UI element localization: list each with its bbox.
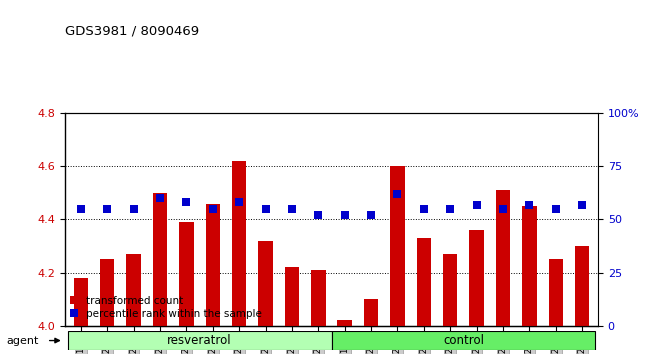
Bar [443, 254, 458, 326]
Text: resveratrol: resveratrol [167, 334, 232, 347]
Bar [73, 278, 88, 326]
Bar [232, 161, 246, 326]
Text: control: control [443, 334, 484, 347]
Point [551, 206, 561, 212]
Bar [311, 270, 326, 326]
Bar [337, 320, 352, 326]
Bar [100, 259, 114, 326]
Bar [575, 246, 590, 326]
Point [366, 212, 376, 218]
Point [339, 212, 350, 218]
Bar [549, 259, 563, 326]
Bar [390, 166, 405, 326]
Point [313, 212, 324, 218]
Bar [126, 254, 141, 326]
Bar [205, 204, 220, 326]
Text: GDS3981 / 8090469: GDS3981 / 8090469 [65, 25, 199, 38]
Bar [417, 238, 431, 326]
Bar [179, 222, 194, 326]
Point [577, 202, 588, 207]
Point [498, 206, 508, 212]
Bar [469, 230, 484, 326]
Point [471, 202, 482, 207]
Point [234, 200, 244, 205]
Point [287, 206, 297, 212]
FancyBboxPatch shape [68, 331, 332, 350]
Point [392, 191, 402, 197]
Bar [364, 299, 378, 326]
Point [181, 200, 192, 205]
Legend: transformed count, percentile rank within the sample: transformed count, percentile rank withi… [70, 296, 262, 319]
Point [524, 202, 534, 207]
Text: agent: agent [6, 336, 39, 346]
Bar [522, 206, 537, 326]
Point [419, 206, 429, 212]
Bar [153, 193, 167, 326]
Bar [285, 267, 299, 326]
Point [445, 206, 456, 212]
Bar [496, 190, 510, 326]
Point [129, 206, 139, 212]
Point [102, 206, 112, 212]
Point [155, 195, 165, 201]
Point [261, 206, 271, 212]
Point [75, 206, 86, 212]
Bar [258, 241, 273, 326]
FancyBboxPatch shape [332, 331, 595, 350]
Point [207, 206, 218, 212]
